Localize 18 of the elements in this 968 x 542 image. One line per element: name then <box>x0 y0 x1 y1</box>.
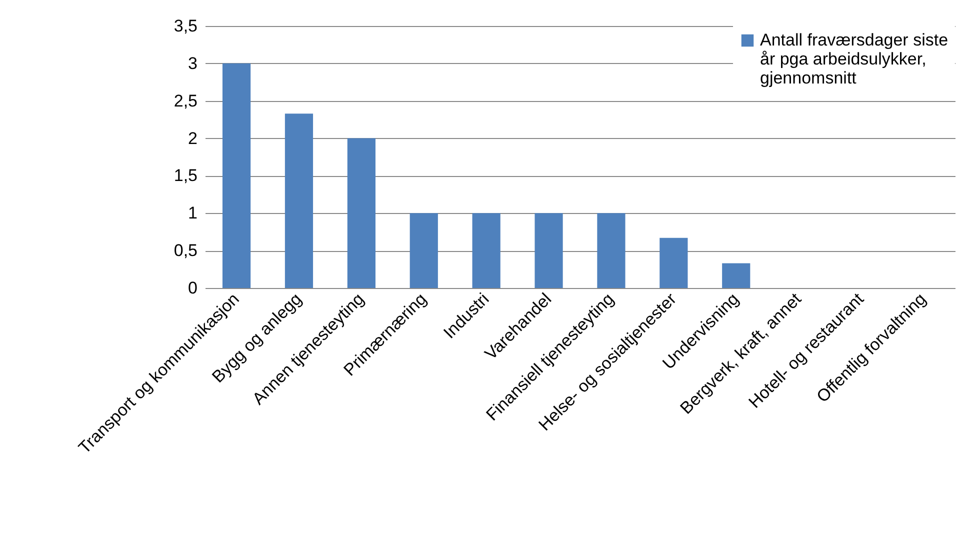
bar <box>597 213 626 288</box>
y-tick-label: 2 <box>188 128 198 148</box>
y-tick-label: 1,5 <box>174 166 198 186</box>
bar <box>222 63 251 288</box>
y-tick-label: 2,5 <box>174 91 198 110</box>
legend-label: Antall fraværsdager siste år pga arbeidsulykker, gjennomsnitt <box>760 30 948 88</box>
bar <box>534 213 563 288</box>
bar <box>722 263 750 288</box>
bar <box>472 213 500 288</box>
bar <box>410 213 438 288</box>
y-tick-label: 1 <box>188 204 198 223</box>
bar <box>284 114 314 288</box>
bar <box>347 138 376 288</box>
y-tick-label: 0,5 <box>174 241 198 260</box>
y-tick-label: 3 <box>188 54 198 73</box>
y-tick-label: 0 <box>188 278 198 298</box>
bar <box>660 238 688 288</box>
y-tick-label: 3,5 <box>174 16 198 36</box>
